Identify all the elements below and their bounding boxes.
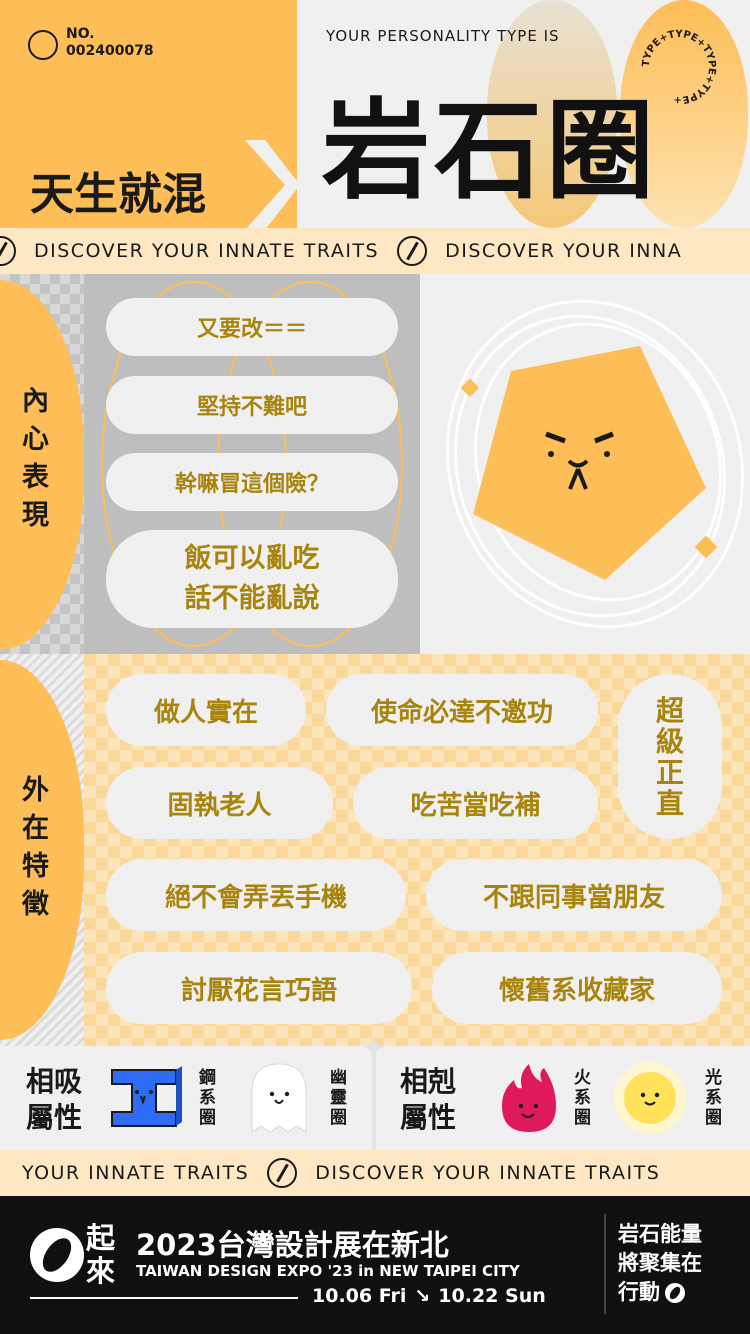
marquee-bottom: YOUR INNATE TRAITS DISCOVER YOUR INNATE … xyxy=(0,1150,750,1196)
repel-label: 相剋 屬性 xyxy=(400,1065,457,1134)
sparkle-icon xyxy=(363,1036,385,1058)
trait-pill: 吃苦當吃補 xyxy=(353,767,598,839)
light-icon xyxy=(614,1062,686,1134)
fire-type-label: 火系圈 xyxy=(574,1068,591,1128)
quote-pill: 又要改＝＝ xyxy=(106,298,398,356)
footer-vertical-divider xyxy=(604,1214,606,1314)
inner-section-label: 內心表現 xyxy=(22,386,49,531)
oval-decoration-2 xyxy=(620,0,748,228)
number-circle-icon xyxy=(28,30,58,60)
personality-subtitle: YOUR PERSONALITY TYPE IS xyxy=(326,27,560,45)
rock-character-icon xyxy=(446,299,744,629)
trait-pill: 固執老人 xyxy=(106,767,333,839)
trait-pill: 討厭花言巧語 xyxy=(106,952,412,1024)
footer xyxy=(0,1196,750,1334)
date-start: 10.06 Fri xyxy=(312,1285,407,1307)
slash-circle-icon xyxy=(397,236,428,266)
quote-pill: 幹嘛冒這個險？ xyxy=(106,453,398,511)
marquee-text: DISCOVER YOUR INNATE TRAITS xyxy=(34,240,380,262)
serial-number: NO. 002400078 xyxy=(66,26,154,59)
expo-subtitle: TAIWAN DESIGN EXPO '23 in NEW TAIPEI CIT… xyxy=(136,1262,520,1280)
expo-logo-icon xyxy=(30,1228,84,1282)
trait-pill: 做人實在 xyxy=(106,674,306,746)
date-end: 10.22 Sun xyxy=(438,1285,546,1307)
chevron-decoration xyxy=(245,140,300,230)
steel-type-label: 鋼系圈 xyxy=(199,1068,216,1128)
oval-decoration-1 xyxy=(487,0,617,228)
marquee-text: DISCOVER YOUR INNA xyxy=(445,240,683,262)
trait-pill: 絕不會弄丟手機 xyxy=(106,859,406,931)
steel-beam-icon xyxy=(111,1066,182,1127)
type-badge-icon: TYPE+TYPE+TYPE+TYPE+ xyxy=(641,29,717,105)
trait-pill-vertical: 超級正直 xyxy=(618,674,722,839)
attract-label: 相吸 屬性 xyxy=(26,1065,83,1134)
date-arrow-icon: ↘ xyxy=(414,1285,431,1307)
marquee-top: DISCOVER YOUR INNATE TRAITS DISCOVER YOU… xyxy=(0,228,750,274)
ghost-icon xyxy=(251,1063,307,1133)
trait-pill: 懷舊系收藏家 xyxy=(432,952,722,1024)
ghost-type-label: 幽靈圈 xyxy=(330,1068,347,1128)
slash-circle-icon xyxy=(267,1158,298,1188)
slash-circle-icon xyxy=(0,236,16,266)
quote-pill-double: 飯可以亂吃 話不能亂說 xyxy=(106,530,398,628)
expo-dates: 10.06 Fri ↘ 10.22 Sun xyxy=(312,1285,546,1307)
fire-icon xyxy=(502,1064,556,1132)
compat-divider xyxy=(372,1046,376,1150)
trait-pill: 使命必達不邀功 xyxy=(326,674,598,746)
tagline: 天生就混 xyxy=(30,169,206,220)
outer-section-label: 外在特徵 xyxy=(22,775,49,920)
quote-pill: 堅持不難吧 xyxy=(106,376,398,434)
personality-type-title: 岩石圈 xyxy=(322,89,659,214)
trait-pill: 不跟同事當朋友 xyxy=(426,859,722,931)
light-type-label: 光系圈 xyxy=(705,1068,722,1128)
marquee-text: YOUR INNATE TRAITS xyxy=(22,1162,250,1184)
footer-cta: 岩石能量 將聚集在 行動 xyxy=(618,1222,702,1304)
footer-divider xyxy=(30,1297,298,1299)
expo-title: 2023台灣設計展在新北 xyxy=(136,1228,449,1262)
expo-logo-text: 起來 xyxy=(86,1221,116,1288)
marquee-text: DISCOVER YOUR INNATE TRAITS xyxy=(315,1162,661,1184)
expo-logo-small-icon xyxy=(665,1282,685,1303)
